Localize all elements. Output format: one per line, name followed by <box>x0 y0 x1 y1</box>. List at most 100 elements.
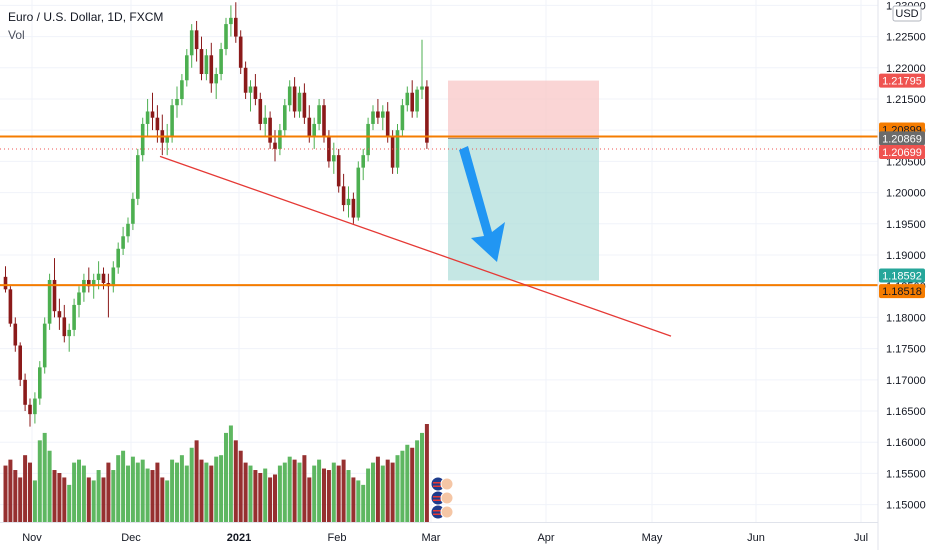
candle[interactable] <box>405 86 410 112</box>
candle[interactable] <box>38 361 42 405</box>
candle[interactable] <box>278 123 282 156</box>
candle[interactable] <box>297 86 302 118</box>
candle[interactable] <box>248 80 253 112</box>
candle[interactable] <box>106 273 111 318</box>
candle[interactable] <box>425 80 429 149</box>
candle[interactable] <box>91 273 96 299</box>
candle[interactable] <box>234 2 238 43</box>
event-flag-icon[interactable] <box>430 476 454 492</box>
candle[interactable] <box>420 39 424 99</box>
stop-loss-zone[interactable] <box>448 80 599 139</box>
candle[interactable] <box>322 98 326 143</box>
candle[interactable] <box>356 161 361 221</box>
candle[interactable] <box>57 298 62 330</box>
volume-bar <box>28 462 32 522</box>
candle[interactable] <box>116 242 120 274</box>
candle[interactable] <box>317 98 321 131</box>
candle-body <box>248 86 253 93</box>
candle[interactable] <box>18 342 22 387</box>
candle[interactable] <box>194 20 199 62</box>
candle[interactable] <box>287 80 292 112</box>
candle[interactable] <box>395 123 400 174</box>
candle[interactable] <box>366 117 370 162</box>
candle[interactable] <box>3 266 8 293</box>
event-flag-icon[interactable] <box>430 490 454 506</box>
candle[interactable] <box>204 49 209 81</box>
candle[interactable] <box>126 217 130 243</box>
candle[interactable] <box>224 17 228 56</box>
candle[interactable] <box>273 130 277 162</box>
candle[interactable] <box>243 61 248 99</box>
candle[interactable] <box>145 98 150 137</box>
price-tag[interactable]: 1.18518 <box>879 284 925 299</box>
candle[interactable] <box>180 74 184 106</box>
candle[interactable] <box>28 398 32 427</box>
candle[interactable] <box>361 148 365 181</box>
candle[interactable] <box>77 286 81 318</box>
event-flag-icon[interactable] <box>430 504 454 520</box>
candle[interactable] <box>121 226 125 256</box>
candle[interactable] <box>312 117 316 149</box>
candle[interactable] <box>209 42 214 93</box>
candle[interactable] <box>175 86 179 118</box>
candle[interactable] <box>47 273 52 330</box>
candle[interactable] <box>150 92 155 131</box>
candle[interactable] <box>219 42 223 81</box>
candle[interactable] <box>67 323 71 352</box>
candle[interactable] <box>253 74 258 106</box>
volume-bar <box>91 480 96 522</box>
candle[interactable] <box>229 5 233 37</box>
candle[interactable] <box>87 267 91 293</box>
candle[interactable] <box>302 83 307 124</box>
candle[interactable] <box>189 24 194 68</box>
candle[interactable] <box>140 117 145 162</box>
candle[interactable] <box>33 392 37 424</box>
candle[interactable] <box>332 142 336 174</box>
take-profit-zone[interactable] <box>448 138 599 281</box>
volume-indicator-label[interactable]: Vol <box>8 28 25 42</box>
economic-events-icons[interactable] <box>430 476 454 520</box>
price-tag[interactable]: 1.20869 <box>879 131 925 146</box>
candle[interactable] <box>8 286 13 327</box>
candle[interactable] <box>185 49 189 87</box>
candle[interactable] <box>214 67 218 99</box>
candle[interactable] <box>165 123 169 156</box>
candle[interactable] <box>23 373 27 412</box>
candle[interactable] <box>292 77 297 118</box>
trendline[interactable] <box>159 155 672 337</box>
candle[interactable] <box>376 98 380 124</box>
down-arrow-icon[interactable] <box>459 146 505 262</box>
candle[interactable] <box>268 111 272 149</box>
candle[interactable] <box>131 192 135 231</box>
candle[interactable] <box>72 298 76 337</box>
candle[interactable] <box>371 105 375 131</box>
candle[interactable] <box>136 148 140 206</box>
candle[interactable] <box>341 173 346 212</box>
candle[interactable] <box>238 30 243 75</box>
candle[interactable] <box>283 98 287 137</box>
currency-badge[interactable]: USD <box>892 5 922 22</box>
candle[interactable] <box>199 36 204 81</box>
candle[interactable] <box>351 192 356 224</box>
candle[interactable] <box>381 105 385 131</box>
candle[interactable] <box>82 273 86 302</box>
price-tag[interactable]: 1.20699 <box>879 144 925 159</box>
candle[interactable] <box>410 80 414 118</box>
candle[interactable] <box>258 92 263 131</box>
candle[interactable] <box>42 317 47 374</box>
candle[interactable] <box>52 258 57 318</box>
price-tag[interactable]: 1.18592 <box>879 268 925 283</box>
candle[interactable] <box>62 304 67 343</box>
symbol-title[interactable]: Euro / U.S. Dollar, 1D, FXCM <box>8 10 164 24</box>
candle[interactable] <box>415 86 419 118</box>
candle[interactable] <box>263 105 267 137</box>
price-tag[interactable]: 1.21795 <box>879 73 925 88</box>
candle[interactable] <box>160 114 165 156</box>
candle[interactable] <box>111 261 116 293</box>
candle[interactable] <box>13 317 18 352</box>
candle[interactable] <box>170 98 174 143</box>
candle[interactable] <box>400 98 405 137</box>
candle[interactable] <box>346 186 351 218</box>
candle[interactable] <box>336 148 341 193</box>
